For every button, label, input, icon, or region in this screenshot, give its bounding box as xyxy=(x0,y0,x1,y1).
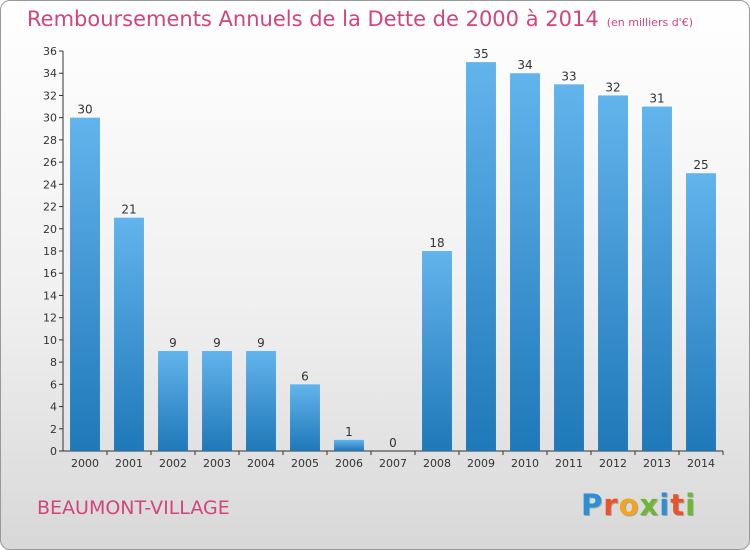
bar-2001 xyxy=(114,217,144,451)
y-tick-label: 16 xyxy=(43,267,57,280)
y-tick-label: 10 xyxy=(43,334,57,347)
bar-2005 xyxy=(290,384,320,451)
y-tick-label: 22 xyxy=(43,201,57,214)
logo-letter: t xyxy=(670,488,686,522)
bar-2006 xyxy=(334,439,364,451)
bar-2010 xyxy=(510,73,540,451)
data-label-2009: 35 xyxy=(473,47,488,61)
y-tick-label: 26 xyxy=(43,156,57,169)
data-label-2004: 9 xyxy=(257,336,265,350)
logo-letter: P xyxy=(581,488,604,522)
y-tick-label: 36 xyxy=(43,45,57,58)
labels: 2000 30 2001 21 2002 9 2003 9 2004 9 2005 6 2006 1 200… xyxy=(71,47,715,470)
data-label-2001: 21 xyxy=(121,203,136,217)
bar-2013 xyxy=(642,106,672,452)
x-tick-label-2006: 2006 xyxy=(335,457,363,470)
bar-2000 xyxy=(70,117,100,452)
bar-2003 xyxy=(202,351,232,451)
y-tick-label: 4 xyxy=(50,401,57,414)
x-tick-label-2000: 2000 xyxy=(71,457,99,470)
x-tick-label-2007: 2007 xyxy=(379,457,407,470)
x-tick-label-2014: 2014 xyxy=(687,457,715,470)
data-label-2007: 0 xyxy=(389,436,397,450)
bar-2014 xyxy=(686,173,716,451)
y-tick-label: 2 xyxy=(50,423,57,436)
x-tick-label-2002: 2002 xyxy=(159,457,187,470)
data-label-2012: 32 xyxy=(605,80,620,94)
data-label-2013: 31 xyxy=(649,92,664,106)
x-tick-label-2012: 2012 xyxy=(599,457,627,470)
data-label-2005: 6 xyxy=(301,369,309,383)
data-label-2010: 34 xyxy=(517,58,532,72)
logo-letter: x xyxy=(639,488,660,522)
x-tick-label-2005: 2005 xyxy=(291,457,319,470)
chart-title: Remboursements Annuels de la Dette de 20… xyxy=(27,7,693,31)
bar-2002 xyxy=(158,351,188,451)
bars xyxy=(70,62,716,452)
town-name: BEAUMONT-VILLAGE xyxy=(37,497,230,519)
y-tick-label: 30 xyxy=(43,112,57,125)
y-tick-label: 6 xyxy=(50,378,57,391)
logo-letter: i xyxy=(685,488,697,522)
x-tick-label-2003: 2003 xyxy=(203,457,231,470)
y-tick-label: 12 xyxy=(43,312,57,325)
data-label-2006: 1 xyxy=(345,425,353,439)
bar-2011 xyxy=(554,84,584,451)
data-label-2014: 25 xyxy=(693,158,708,172)
y-tick-label: 0 xyxy=(50,445,57,458)
x-tick-label-2001: 2001 xyxy=(115,457,143,470)
chart-title-text: Remboursements Annuels de la Dette de 20… xyxy=(27,7,599,31)
proxiti-logo: Proxiti xyxy=(581,488,696,522)
x-tick-label-2008: 2008 xyxy=(423,457,451,470)
x-tick-label-2011: 2011 xyxy=(555,457,583,470)
y-tick-label: 18 xyxy=(43,245,57,258)
logo-letter: o xyxy=(618,488,640,522)
bar-2004 xyxy=(246,351,276,451)
bar-2008 xyxy=(422,251,452,451)
y-tick-label: 32 xyxy=(43,89,57,102)
bar-2012 xyxy=(598,95,628,451)
x-tick-label-2009: 2009 xyxy=(467,457,495,470)
bar-2009 xyxy=(466,62,496,451)
x-tick-label-2010: 2010 xyxy=(511,457,539,470)
y-tick-label: 24 xyxy=(43,178,57,191)
y-tick-label: 34 xyxy=(43,67,57,80)
data-label-2002: 9 xyxy=(169,336,177,350)
logo-letter: i xyxy=(659,488,671,522)
data-label-2003: 9 xyxy=(213,336,221,350)
x-tick-label-2013: 2013 xyxy=(643,457,671,470)
x-tick-label-2004: 2004 xyxy=(247,457,275,470)
y-tick-label: 28 xyxy=(43,134,57,147)
data-label-2008: 18 xyxy=(429,236,444,250)
logo-letter: r xyxy=(603,488,619,522)
data-label-2000: 30 xyxy=(77,103,92,117)
y-tick-label: 8 xyxy=(50,356,57,369)
chart-subtitle: (en milliers d'€) xyxy=(606,16,693,29)
data-label-2011: 33 xyxy=(561,69,576,83)
y-tick-label: 20 xyxy=(43,223,57,236)
y-tick-label: 14 xyxy=(43,289,57,302)
